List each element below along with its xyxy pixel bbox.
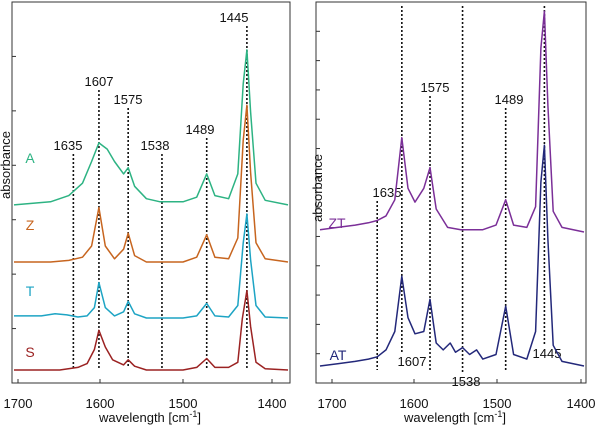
peak-label-1489: 1489	[495, 92, 524, 107]
x-tick-label: 1500	[169, 396, 198, 411]
plot-frame	[11, 1, 291, 384]
series-line-z	[14, 104, 289, 263]
series-label-zt: ZT	[328, 215, 346, 231]
x-tick-label: 1400	[258, 396, 287, 411]
y-axis-title: absorbance	[310, 154, 325, 222]
series-label-at: AT	[330, 347, 347, 363]
x-tick-label: 1500	[483, 396, 512, 411]
series-line-t	[14, 213, 289, 319]
x-tick-label: 1600	[400, 396, 429, 411]
plot-frame	[315, 1, 587, 384]
x-tick-label: 1600	[86, 396, 115, 411]
series-label-t: T	[26, 283, 35, 299]
peak-label-1445: 1445	[533, 346, 562, 361]
series-label-a: A	[25, 150, 35, 166]
series-line-a	[13, 49, 289, 206]
x-axis-title: wavelength [cm-1]	[403, 409, 506, 425]
peak-label-1575: 1575	[421, 80, 450, 95]
series-line-at	[319, 144, 585, 367]
series-label-z: Z	[26, 217, 35, 233]
peak-label-1575: 1575	[114, 92, 143, 107]
x-tick-label: 1700	[318, 396, 347, 411]
peak-label-1607: 1607	[85, 74, 114, 89]
x-axis-title: wavelength [cm-1]	[98, 409, 201, 425]
series-line-s	[14, 289, 289, 371]
chart-panel-2: 1700 1600 1500 1400 wavelength [cm-1] absorba…	[310, 1, 596, 425]
x-tick-label: 1400	[567, 396, 596, 411]
peak-label-1635: 1635	[54, 138, 83, 153]
peak-label-1607: 1607	[398, 354, 427, 369]
peak-label-1538: 1538	[452, 374, 481, 389]
peak-label-1538: 1538	[141, 138, 170, 153]
x-tick-label: 1700	[4, 396, 33, 411]
series-line-zt	[319, 10, 585, 233]
y-axis-title: absorbance	[0, 131, 13, 199]
chart-panel-1: 1700 1600 1500 1400 wavelength [cm-1] absorba…	[0, 1, 291, 425]
peak-label-1635: 1635	[373, 185, 402, 200]
series-label-s: S	[25, 344, 34, 360]
peak-label-1445: 1445	[220, 10, 249, 25]
peak-label-1489: 1489	[186, 122, 215, 137]
